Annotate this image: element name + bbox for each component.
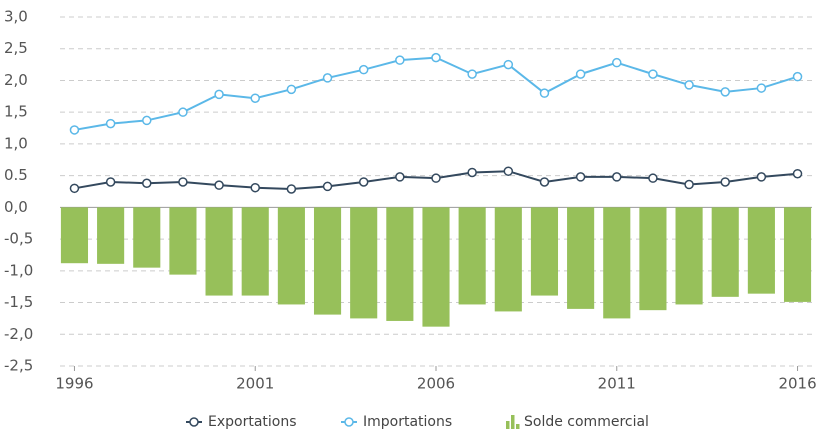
x-tick-label: 2001 xyxy=(236,375,274,393)
y-tick-label: -1,5 xyxy=(4,293,33,311)
x-tick-label: 2006 xyxy=(417,375,455,393)
point xyxy=(286,184,297,194)
y-tick-label: 2,0 xyxy=(4,71,28,89)
bar xyxy=(747,207,775,294)
point xyxy=(792,168,803,179)
point xyxy=(395,172,405,182)
point xyxy=(178,177,188,187)
bar xyxy=(60,207,89,264)
point xyxy=(358,64,369,75)
bar xyxy=(386,207,414,321)
point xyxy=(503,59,514,70)
point xyxy=(214,180,224,190)
bar xyxy=(97,207,125,264)
bar xyxy=(458,207,486,305)
x-tick-label: 2011 xyxy=(598,375,636,393)
point xyxy=(142,115,152,126)
point xyxy=(142,178,152,189)
point xyxy=(69,183,80,194)
legend-swatch xyxy=(344,417,354,427)
bar xyxy=(603,207,631,319)
point xyxy=(684,179,694,190)
legend-swatch xyxy=(189,417,199,427)
point xyxy=(358,177,369,187)
bar xyxy=(241,207,269,296)
y-tick-label: 1,0 xyxy=(4,134,28,152)
point xyxy=(648,69,658,79)
legend-swatch xyxy=(506,421,510,429)
legend-label: Importations xyxy=(363,414,452,430)
point xyxy=(467,167,477,178)
y-tick-label: 2,5 xyxy=(4,39,28,57)
point xyxy=(69,125,80,135)
point xyxy=(105,177,116,187)
point xyxy=(250,93,260,103)
bar xyxy=(711,207,739,297)
point xyxy=(612,172,622,182)
point xyxy=(322,181,333,192)
bar xyxy=(169,207,197,275)
bar xyxy=(313,207,342,315)
point xyxy=(792,71,803,82)
point xyxy=(431,52,441,63)
point xyxy=(467,69,477,79)
point xyxy=(612,57,622,68)
point xyxy=(250,182,260,193)
legend-label: Exportations xyxy=(208,414,297,430)
bar xyxy=(350,207,378,319)
point xyxy=(503,166,514,176)
point xyxy=(395,55,405,65)
point xyxy=(575,69,586,79)
bar xyxy=(205,207,233,296)
point xyxy=(539,177,550,187)
point xyxy=(756,83,767,93)
point xyxy=(575,172,586,182)
bar xyxy=(567,207,595,309)
point xyxy=(322,73,333,83)
point xyxy=(286,84,297,95)
legend-swatch xyxy=(511,415,515,429)
x-tick-label: 2016 xyxy=(778,375,816,393)
y-tick-label: 3,0 xyxy=(4,8,28,26)
point xyxy=(431,173,441,183)
bar xyxy=(783,207,812,302)
y-tick-label: 0.5 xyxy=(4,166,28,184)
bar xyxy=(639,207,667,311)
point xyxy=(756,172,767,182)
bar xyxy=(422,207,450,327)
point xyxy=(684,80,694,90)
bar xyxy=(675,207,703,305)
x-tick-label: 1996 xyxy=(55,375,93,393)
y-tick-label: 0,0 xyxy=(4,198,28,216)
point xyxy=(720,177,730,187)
point xyxy=(214,89,224,100)
y-tick-label: -2,0 xyxy=(4,325,33,343)
line xyxy=(74,56,798,131)
bar xyxy=(133,207,161,268)
bar xyxy=(494,207,522,312)
point xyxy=(178,107,188,117)
y-tick-label: -1,0 xyxy=(4,261,33,279)
y-tick-label: 1,5 xyxy=(4,103,28,121)
point xyxy=(539,88,550,98)
y-tick-label: -0,5 xyxy=(4,230,33,248)
point xyxy=(105,118,116,129)
point xyxy=(720,87,730,97)
point xyxy=(648,173,658,183)
y-tick-label: -2,5 xyxy=(4,357,33,375)
legend-label: Solde commercial xyxy=(524,414,649,430)
bar xyxy=(277,207,305,305)
legend-swatch xyxy=(516,424,520,429)
bar xyxy=(530,207,559,296)
